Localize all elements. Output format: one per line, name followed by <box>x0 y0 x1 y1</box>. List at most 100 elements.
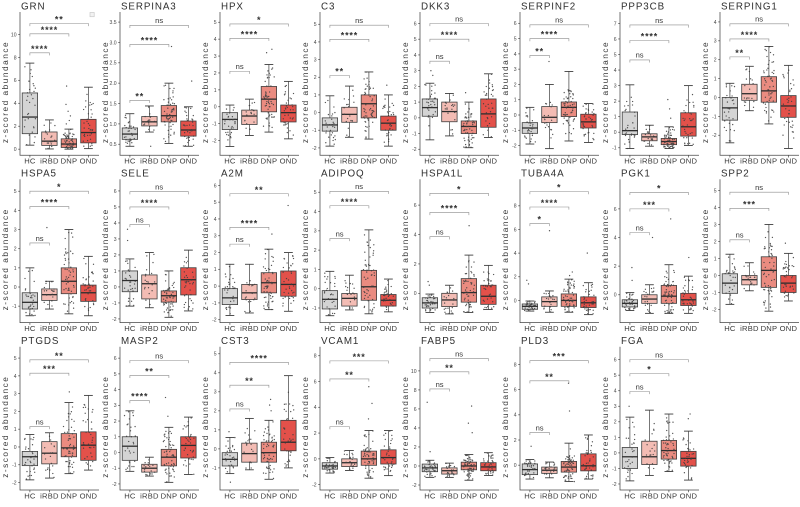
svg-text:4: 4 <box>214 371 217 377</box>
svg-text:3.5: 3.5 <box>110 20 117 26</box>
svg-text:iRBD: iRBD <box>40 324 59 333</box>
svg-text:1: 1 <box>614 435 617 441</box>
svg-text:1: 1 <box>414 100 417 106</box>
svg-text:***: *** <box>43 364 56 374</box>
svg-text:-2: -2 <box>112 317 117 323</box>
svg-text:-1: -1 <box>412 131 417 137</box>
svg-text:3: 3 <box>614 404 617 410</box>
svg-text:5: 5 <box>114 372 117 378</box>
svg-text:z-scored abundance: z-scored abundance <box>300 376 310 478</box>
svg-text:ns: ns <box>236 235 244 244</box>
svg-text:6: 6 <box>614 207 617 213</box>
svg-text:****: **** <box>41 198 58 208</box>
svg-text:-1: -1 <box>512 128 517 134</box>
svg-text:HSPA5: HSPA5 <box>21 169 57 180</box>
svg-text:2: 2 <box>314 431 317 437</box>
svg-text:iRBD: iRBD <box>640 491 659 500</box>
svg-text:4: 4 <box>614 389 617 395</box>
svg-text:ns: ns <box>755 15 763 24</box>
svg-text:2: 2 <box>414 445 417 451</box>
svg-text:5: 5 <box>314 190 317 196</box>
svg-text:DNP: DNP <box>661 324 678 333</box>
svg-text:**: ** <box>255 185 264 195</box>
svg-text:iRBD: iRBD <box>140 324 159 333</box>
svg-text:z-scored abundance: z-scored abundance <box>400 208 410 310</box>
svg-text:-1: -1 <box>12 463 17 469</box>
svg-text:ns: ns <box>136 215 144 224</box>
svg-text:*: * <box>537 215 541 225</box>
svg-text:0: 0 <box>514 113 517 119</box>
svg-text:-1: -1 <box>312 306 317 312</box>
svg-text:A2M: A2M <box>221 169 244 180</box>
svg-text:DNP: DNP <box>161 491 178 500</box>
svg-text:1: 1 <box>714 76 717 82</box>
svg-text:3: 3 <box>214 234 217 240</box>
svg-text:iRBD: iRBD <box>440 491 459 500</box>
svg-text:**: ** <box>545 372 554 382</box>
svg-text:2: 2 <box>14 124 17 130</box>
svg-text:4: 4 <box>14 208 17 214</box>
svg-text:ns: ns <box>336 417 344 426</box>
svg-text:HC: HC <box>324 157 336 166</box>
svg-text:OND: OND <box>380 157 398 166</box>
svg-text:-1: -1 <box>612 466 617 472</box>
svg-text:6: 6 <box>414 21 417 27</box>
svg-text:4: 4 <box>614 68 617 74</box>
svg-text:iRBD: iRBD <box>340 324 359 333</box>
svg-text:ns: ns <box>636 223 644 232</box>
svg-text:3: 3 <box>514 67 517 73</box>
svg-text:2: 2 <box>314 75 317 81</box>
svg-text:-2: -2 <box>412 483 417 489</box>
svg-text:**: ** <box>345 370 354 380</box>
svg-text:*: * <box>457 184 461 194</box>
svg-text:ns: ns <box>355 182 363 191</box>
svg-text:0: 0 <box>114 285 117 291</box>
svg-text:10: 10 <box>411 369 417 375</box>
svg-text:HC: HC <box>324 324 336 333</box>
svg-text:3: 3 <box>114 403 117 409</box>
svg-text:****: **** <box>241 29 258 39</box>
svg-text:-2: -2 <box>212 318 217 324</box>
svg-text:SPP2: SPP2 <box>721 169 750 180</box>
svg-text:5: 5 <box>14 356 17 362</box>
svg-text:6: 6 <box>514 227 517 233</box>
svg-text:****: **** <box>131 392 148 402</box>
svg-text:5: 5 <box>114 205 117 211</box>
svg-text:2: 2 <box>614 264 617 270</box>
svg-text:0: 0 <box>414 464 417 470</box>
svg-text:0: 0 <box>614 293 617 299</box>
svg-text:ns: ns <box>155 183 163 192</box>
svg-text:-2: -2 <box>312 146 317 152</box>
svg-text:DNP: DNP <box>461 324 478 333</box>
svg-text:z-scored abundance: z-scored abundance <box>500 376 510 478</box>
svg-text:3.0: 3.0 <box>110 40 117 46</box>
svg-text:2: 2 <box>214 250 217 256</box>
svg-text:*: * <box>557 183 561 193</box>
svg-text:0: 0 <box>314 110 317 116</box>
svg-text:z-scored abundance: z-scored abundance <box>300 208 310 310</box>
svg-text:z-scored abundance: z-scored abundance <box>500 41 510 143</box>
svg-text:iRBD: iRBD <box>40 491 59 500</box>
svg-text:4: 4 <box>514 52 517 58</box>
svg-text:OND: OND <box>680 324 698 333</box>
svg-text:5: 5 <box>214 200 217 206</box>
svg-text:5: 5 <box>514 36 517 42</box>
svg-text:4: 4 <box>714 205 717 211</box>
svg-text:1.5: 1.5 <box>110 101 117 107</box>
svg-text:2: 2 <box>614 99 617 105</box>
svg-text:****: **** <box>541 30 558 40</box>
svg-text:4: 4 <box>114 387 117 393</box>
svg-text:**: ** <box>135 91 144 101</box>
svg-text:4: 4 <box>514 251 517 257</box>
svg-text:*: * <box>647 365 651 375</box>
svg-text:iRBD: iRBD <box>340 491 359 500</box>
svg-text:OND: OND <box>180 324 198 333</box>
svg-text:1: 1 <box>14 427 17 433</box>
svg-text:ns: ns <box>736 231 744 240</box>
svg-text:HC: HC <box>424 157 436 166</box>
svg-text:ns: ns <box>636 51 644 60</box>
svg-text:6: 6 <box>614 358 617 364</box>
svg-text:-2: -2 <box>12 480 17 486</box>
svg-text:z-scored abundance: z-scored abundance <box>600 376 610 478</box>
svg-text:OND: OND <box>480 157 498 166</box>
